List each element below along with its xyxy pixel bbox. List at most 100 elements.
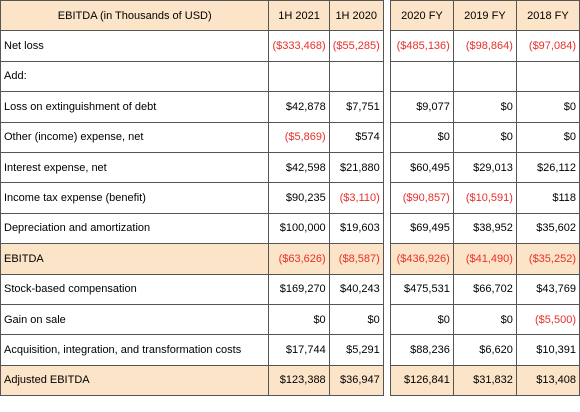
row-label-cell[interactable]: Add: [0,60,270,93]
value-cell[interactable]: $88,236 [390,334,454,366]
row-label-cell[interactable]: Income tax expense (benefit) [0,182,270,214]
row-label-cell[interactable]: Interest expense, net [0,151,270,184]
row-label-cell[interactable]: Adjusted EBITDA [0,364,270,397]
value-cell[interactable]: $0 [390,303,454,336]
table-row: Loss on extinguishment of debt $42,878 $7,… [0,91,580,123]
column-gap [382,334,392,366]
value-cell[interactable]: $475,531 [390,273,454,305]
value-cell[interactable]: $126,841 [390,364,454,397]
column-gap [382,304,392,335]
row-label-cell[interactable]: Depreciation and amortization [0,212,270,245]
value-cell[interactable]: ($5,869) [268,121,330,153]
value-cell[interactable]: ($41,490) [452,243,517,275]
table-row: Depreciation and amortization $100,000 $19… [0,212,580,245]
value-cell[interactable]: ($98,864) [452,30,517,62]
value-cell[interactable]: $42,878 [268,91,330,123]
value-cell[interactable]: $123,388 [268,364,330,397]
header-cell-1h-2020[interactable]: 1H 2020 [328,0,384,32]
row-label-cell[interactable]: Acquisition, integration, and transforma… [0,334,270,366]
value-cell[interactable]: $0 [268,303,330,336]
row-label-cell[interactable]: Gain on sale [0,303,270,336]
value-cell[interactable]: $90,235 [268,182,330,214]
ebitda-table: EBITDA (in Thousands of USD) 1H 2021 1H … [0,0,580,397]
column-gap [382,91,392,123]
value-cell[interactable]: $0 [452,121,517,153]
column-gap [382,243,392,275]
row-label-cell[interactable]: Loss on extinguishment of debt [0,91,270,123]
value-cell[interactable]: $0 [390,121,454,153]
column-gap [382,213,392,244]
table-row: Adjusted EBITDA $123,388 $36,947 $126,841 $3… [0,364,580,397]
table-row: Acquisition, integration, and transforma… [0,334,580,366]
header-cell-label[interactable]: EBITDA (in Thousands of USD) [0,0,270,32]
header-cell-2018-fy[interactable]: 2018 FY [515,0,580,32]
row-label-cell[interactable]: Net loss [0,30,270,62]
value-cell[interactable]: $29,013 [452,151,517,184]
value-cell[interactable]: ($5,500) [515,303,580,336]
column-gap [382,122,392,153]
value-cell[interactable]: ($3,110) [328,182,384,214]
value-cell[interactable]: $31,832 [452,364,517,397]
value-cell[interactable]: $100,000 [268,212,330,245]
value-cell[interactable]: $10,391 [515,334,580,366]
value-cell[interactable]: $60,495 [390,151,454,184]
value-cell[interactable]: $42,598 [268,151,330,184]
value-cell[interactable]: ($35,252) [515,243,580,275]
value-cell[interactable]: $26,112 [515,151,580,184]
table-row: Gain on sale $0 $0 $0 $0 ($5,500) [0,303,580,336]
column-gap [382,0,392,31]
value-cell[interactable] [268,60,330,93]
value-cell[interactable]: $35,602 [515,212,580,245]
value-cell[interactable]: $21,880 [328,151,384,184]
value-cell[interactable]: $0 [452,303,517,336]
value-cell[interactable]: ($8,587) [328,243,384,275]
value-cell[interactable]: ($10,591) [452,182,517,214]
row-label-cell[interactable]: Other (income) expense, net [0,121,270,153]
value-cell[interactable]: $36,947 [328,364,384,397]
value-cell[interactable]: ($333,468) [268,30,330,62]
value-cell[interactable]: ($90,857) [390,182,454,214]
value-cell[interactable]: $0 [515,121,580,153]
header-cell-2019-fy[interactable]: 2019 FY [452,0,517,32]
column-gap [382,61,392,92]
column-gap [382,152,392,183]
value-cell[interactable]: $40,243 [328,273,384,305]
table-row: Stock-based compensation $169,270 $40,243 $… [0,273,580,305]
table-row: Net loss ($333,468) ($55,285) ($485,136) ($9… [0,30,580,62]
value-cell[interactable]: $38,952 [452,212,517,245]
value-cell[interactable]: ($55,285) [328,30,384,62]
table-row: EBITDA ($63,626) ($8,587) ($436,926) ($41,49… [0,243,580,275]
column-gap [382,182,392,214]
value-cell[interactable]: $17,744 [268,334,330,366]
value-cell[interactable] [515,60,580,93]
row-label-cell[interactable]: Stock-based compensation [0,273,270,305]
table-row: Other (income) expense, net ($5,869) $574 $… [0,121,580,153]
value-cell[interactable] [328,60,384,93]
value-cell[interactable]: ($63,626) [268,243,330,275]
value-cell[interactable]: $69,495 [390,212,454,245]
column-gap [382,274,392,305]
value-cell[interactable]: $13,408 [515,364,580,397]
value-cell[interactable]: $0 [328,303,384,336]
value-cell[interactable]: $19,603 [328,212,384,245]
value-cell[interactable]: $43,769 [515,273,580,305]
value-cell[interactable]: $0 [515,91,580,123]
value-cell[interactable]: ($97,084) [515,30,580,62]
value-cell[interactable]: ($436,926) [390,243,454,275]
value-cell[interactable]: $6,620 [452,334,517,366]
value-cell[interactable]: $118 [515,182,580,214]
value-cell[interactable]: $66,702 [452,273,517,305]
value-cell[interactable]: $7,751 [328,91,384,123]
row-label-cell[interactable]: EBITDA [0,243,270,275]
value-cell[interactable]: $574 [328,121,384,153]
value-cell[interactable]: $0 [452,91,517,123]
table-row: Interest expense, net $42,598 $21,880 $60,4… [0,151,580,184]
value-cell[interactable]: $5,291 [328,334,384,366]
value-cell[interactable]: ($485,136) [390,30,454,62]
value-cell[interactable] [452,60,517,93]
header-cell-1h-2021[interactable]: 1H 2021 [268,0,330,32]
value-cell[interactable] [390,60,454,93]
value-cell[interactable]: $9,077 [390,91,454,123]
header-cell-2020-fy[interactable]: 2020 FY [390,0,454,32]
value-cell[interactable]: $169,270 [268,273,330,305]
